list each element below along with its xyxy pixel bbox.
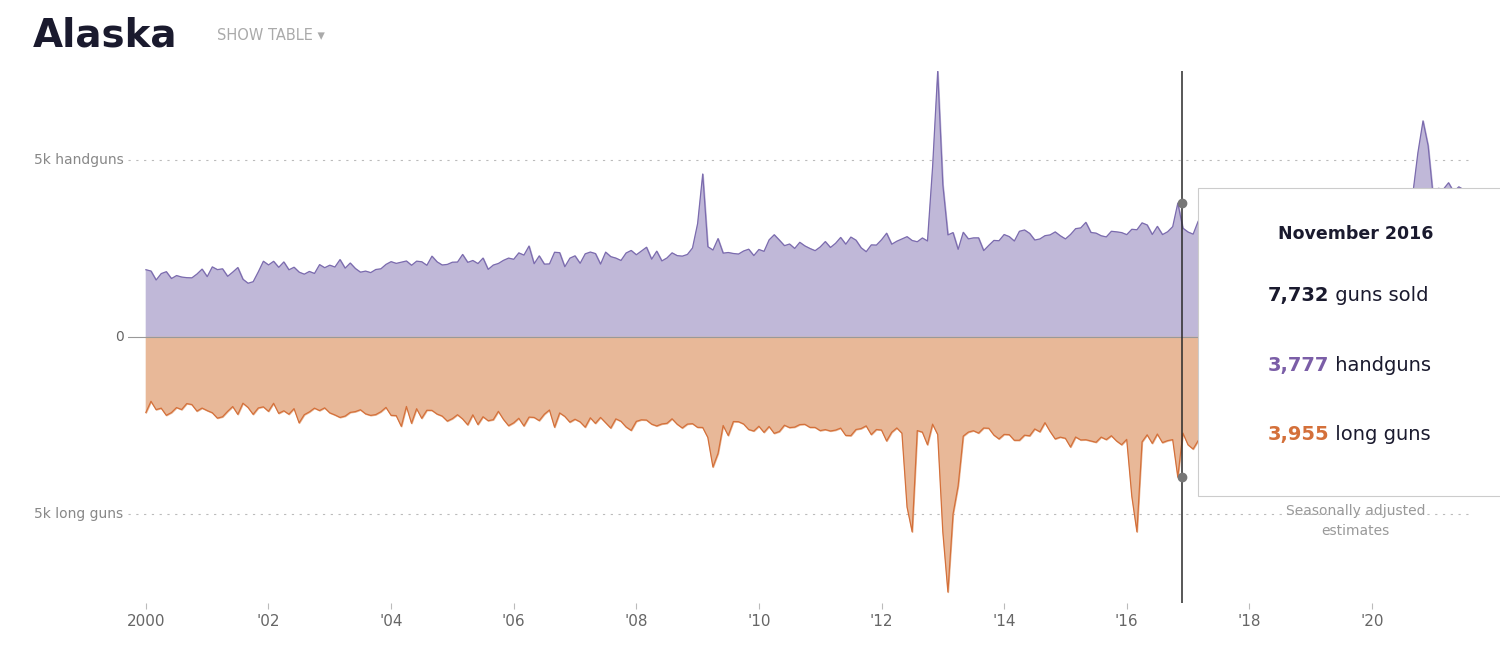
Text: guns sold: guns sold: [1329, 286, 1428, 305]
Text: November 2016: November 2016: [1278, 226, 1434, 244]
Text: Seasonally adjusted
estimates: Seasonally adjusted estimates: [1286, 504, 1425, 538]
Text: SHOW TABLE ▾: SHOW TABLE ▾: [217, 28, 326, 43]
FancyBboxPatch shape: [1198, 188, 1500, 496]
Text: 5k long guns: 5k long guns: [34, 507, 123, 521]
Text: long guns: long guns: [1329, 424, 1431, 444]
Text: 3,955: 3,955: [1268, 424, 1329, 444]
Text: 7,732: 7,732: [1268, 286, 1329, 305]
Text: handguns: handguns: [1329, 356, 1431, 375]
Text: Alaska: Alaska: [33, 17, 177, 54]
Text: 3,777: 3,777: [1268, 356, 1329, 375]
Text: 5k handguns: 5k handguns: [33, 153, 123, 167]
Text: 0: 0: [114, 330, 123, 344]
